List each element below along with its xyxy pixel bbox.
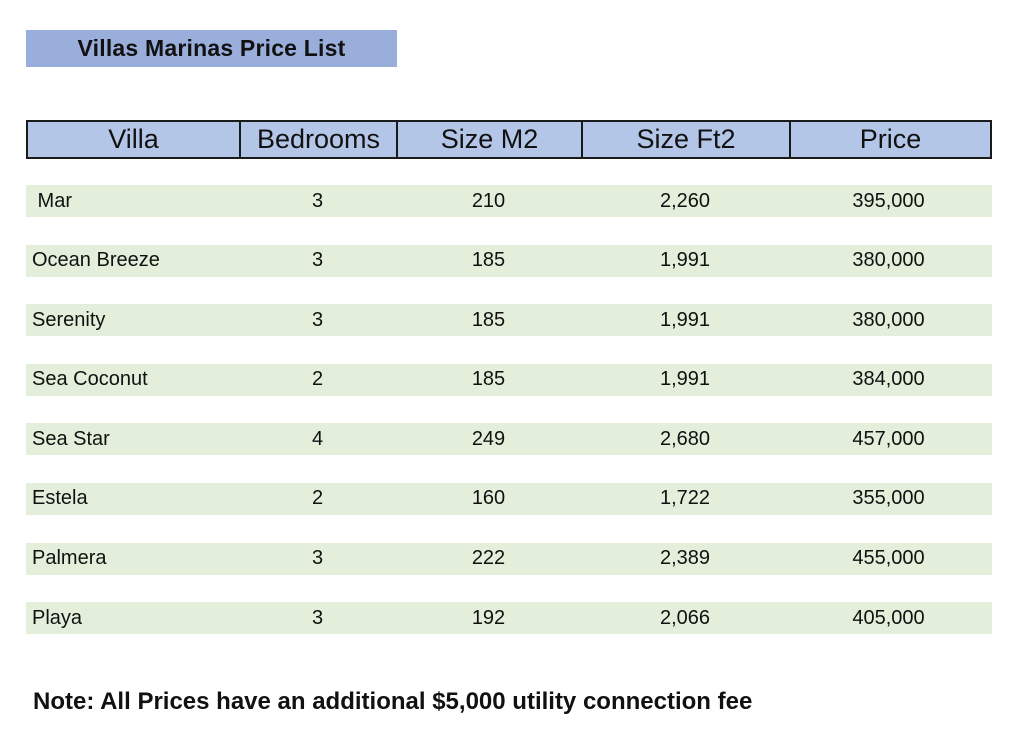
cell-bedrooms: 3	[311, 249, 324, 272]
cell-size-m2: 192	[471, 606, 506, 629]
cell-price: 355,000	[852, 487, 925, 510]
cell-size-m2: 185	[471, 249, 506, 272]
cell-size-m2: 249	[471, 427, 506, 450]
cell-villa: Sea Coconut	[32, 368, 148, 391]
cell-price: 405,000	[852, 606, 925, 629]
cell-price: 380,000	[852, 308, 925, 331]
table-body: Mar 3 210 2,260 395,000 Ocean Breeze 3 1…	[26, 185, 992, 662]
cell-size-ft2: 1,722	[659, 487, 711, 510]
cell-price: 380,000	[852, 249, 925, 272]
cell-villa: Ocean Breeze	[32, 249, 160, 272]
cell-price: 384,000	[852, 368, 925, 391]
table-header: Villa Bedrooms Size M2 Size Ft2 Price	[26, 120, 992, 159]
cell-villa: Sea Star	[32, 427, 110, 450]
cell-price: 455,000	[852, 547, 925, 570]
table-row: Sea Star 4 249 2,680 457,000	[26, 423, 992, 456]
cell-size-m2: 185	[471, 308, 506, 331]
header-price: Price	[859, 124, 922, 154]
table-row: Mar 3 210 2,260 395,000	[26, 185, 992, 217]
table-row: Sea Coconut 2 185 1,991 384,000	[26, 363, 992, 396]
header-size-m2: Size M2	[398, 122, 583, 157]
cell-size-m2: 185	[471, 368, 506, 391]
cell-price: 457,000	[852, 427, 925, 450]
cell-villa: Serenity	[32, 308, 106, 331]
cell-bedrooms: 3	[311, 547, 324, 570]
cell-bedrooms: 2	[311, 368, 324, 391]
cell-bedrooms: 3	[311, 606, 324, 629]
cell-size-ft2: 2,066	[659, 606, 711, 629]
cell-villa: Mar	[32, 189, 72, 212]
cell-bedrooms: 3	[311, 189, 324, 212]
cell-villa: Palmera	[32, 547, 107, 570]
cell-size-m2: 160	[471, 487, 506, 510]
cell-size-m2: 210	[471, 189, 506, 212]
header-size-ft2: Size Ft2	[583, 122, 791, 157]
cell-size-ft2: 2,260	[659, 189, 711, 212]
cell-size-ft2: 1,991	[659, 308, 711, 331]
cell-price: 395,000	[852, 189, 925, 212]
cell-bedrooms: 2	[311, 487, 324, 510]
fee-note: Note: All Prices have an additional $5,0…	[33, 688, 753, 715]
cell-size-ft2: 1,991	[659, 249, 711, 272]
cell-bedrooms: 3	[311, 308, 324, 331]
cell-size-ft2: 1,991	[659, 368, 711, 391]
page-title: Villas Marinas Price List	[26, 30, 397, 67]
table-row: Ocean Breeze 3 185 1,991 380,000	[26, 244, 992, 277]
header-bedrooms: Bedrooms	[241, 122, 398, 157]
cell-size-m2: 222	[471, 547, 506, 570]
header-villa: Villa	[28, 122, 241, 157]
cell-bedrooms: 4	[311, 427, 324, 450]
cell-size-ft2: 2,680	[659, 427, 711, 450]
cell-villa: Estela	[32, 487, 88, 510]
table-row: Estela 2 160 1,722 355,000	[26, 482, 992, 515]
cell-size-ft2: 2,389	[659, 547, 711, 570]
table-row: Palmera 3 222 2,389 455,000	[26, 542, 992, 575]
cell-villa: Playa	[32, 606, 83, 629]
table-row: Playa 3 192 2,066 405,000	[26, 602, 992, 635]
table-row: Serenity 3 185 1,991 380,000	[26, 304, 992, 337]
